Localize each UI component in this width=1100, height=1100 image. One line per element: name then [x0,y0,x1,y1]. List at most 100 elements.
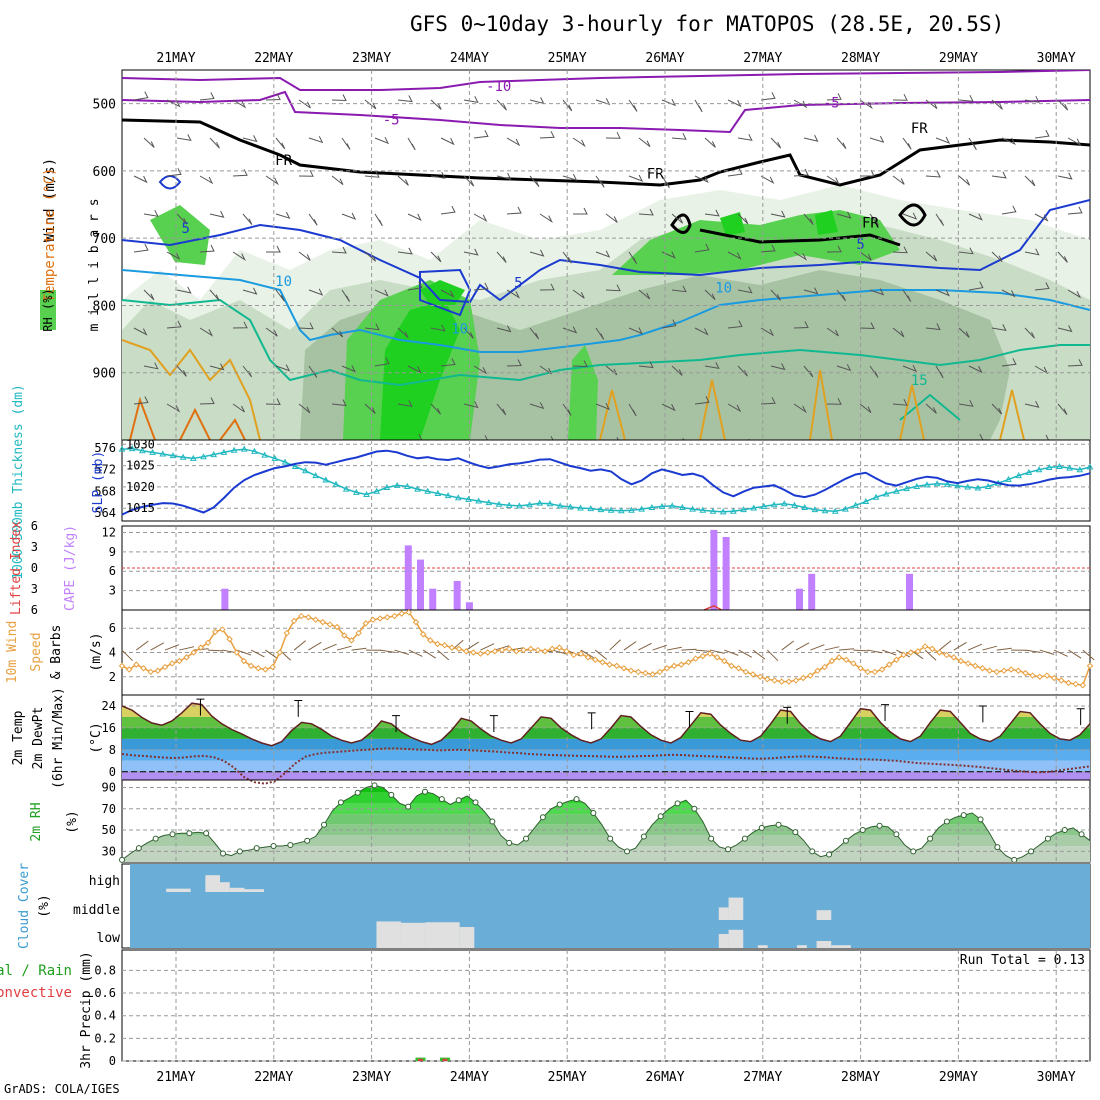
cape-bar [722,536,730,610]
thickness-point [516,502,523,509]
wind10m-barb [939,640,952,651]
thickness-point [740,506,747,513]
wind-barb [704,137,716,148]
wind-barb [463,175,475,187]
wind-barb [1057,325,1073,333]
wind-barb [374,289,389,297]
wind-barb [979,433,984,440]
wind-speed-point [448,644,456,651]
wind-barb [473,282,489,291]
rh-point [607,835,614,842]
run-total-label: Run Total = 0.13 [960,953,1085,968]
chart-title: GFS 0~10day 3-hourly for MATOPOS (28.5E,… [410,12,1005,36]
rh-shading [380,300,460,440]
wind-speed-point [785,678,793,685]
wind-speed-point [348,637,355,644]
wind-barb [826,175,840,186]
wind-barb [826,327,839,337]
wind10m-barb [1025,649,1041,653]
wind-barb [935,213,945,226]
wind-barb [210,442,219,453]
wind-barb [704,209,720,217]
thickness-point [189,454,197,461]
rh-point [405,803,412,810]
wind-speed-point [520,646,527,654]
thickness-point [821,507,829,514]
wind-barb [1034,129,1050,139]
wind-speed-point [986,667,993,674]
thickness-point [465,495,472,502]
wind-speed-point [1072,680,1079,688]
li-tick-label: 3 [31,582,38,596]
wind-speed-point [907,649,914,656]
wind-barb [265,327,278,337]
cloud-low-bar [400,922,426,948]
wind-barb [166,168,182,177]
cape-bar [417,559,424,610]
wind-speed-point [943,651,950,659]
wind10m-barb [380,649,395,653]
wind-speed-point [577,650,585,657]
li-tick-label: 6 [31,519,38,533]
precip-panel: 0 0.2 0.4 0.6 0.8 Run Total = 0.13 Total / Rai… [0,949,1091,1068]
day-label-top: 28MAY [841,51,880,66]
rh-point [910,848,917,855]
wind-barb [737,213,749,225]
wind-barb [209,363,225,371]
wind-barb [199,244,215,253]
cloud-high-bar [220,882,230,892]
wind-barb [638,208,654,216]
wind-barb [770,137,782,149]
wind10m-barb [666,646,682,651]
day-label-top: 21MAY [156,51,195,66]
slp-series-line [121,449,1091,516]
wind-speed-point [921,643,929,650]
wind-barb [1024,175,1036,187]
wind-barb [440,289,455,298]
cape-bar [795,588,803,610]
rh-point [640,833,647,840]
contour-label: -5 [383,112,400,128]
wind-barb [562,173,578,181]
wind-barb [397,247,413,255]
contour-line [122,118,1090,187]
li-tick-label: 3 [31,540,38,554]
wind-barb [595,327,605,340]
thickness-point [373,487,381,494]
cape-bar [906,573,913,610]
wind-speed-point [262,666,269,673]
day-label-bottom: 27MAY [743,1070,782,1085]
wind-barb [639,442,649,451]
wind-barb [760,327,775,337]
cloud-axis-label: Cloud Cover [17,863,32,949]
wind-barb [133,327,148,336]
wind-speed-point [362,620,370,627]
rh-point [674,800,681,807]
thickness-point [831,507,839,514]
cloud-unit-label: (%) [37,894,52,917]
wind-speed-point [391,612,398,620]
wind-speed-point [964,660,972,667]
wind-speed-point [434,640,441,648]
wind-barb [968,365,983,374]
precip-tick-label: 0.6 [94,986,116,1000]
cloud-middle-bar [728,897,744,920]
thickness-point [179,453,187,460]
wind-barb [694,327,709,336]
precip-axis-label: 3hr Precip (mm) [79,951,94,1068]
wind-speed-point [168,660,176,667]
wind-barb [671,132,687,140]
wind-speed-point [699,652,707,660]
cloud-high-bar [244,889,265,892]
wind-speed-point [864,668,871,676]
wind-barb [1001,205,1017,215]
thickness-point [251,447,258,454]
wind-barb [242,287,258,295]
temp-color-band [122,703,1090,706]
wind-speed-point [929,645,936,653]
thickness-point [1086,463,1094,470]
rh-point [556,801,563,808]
